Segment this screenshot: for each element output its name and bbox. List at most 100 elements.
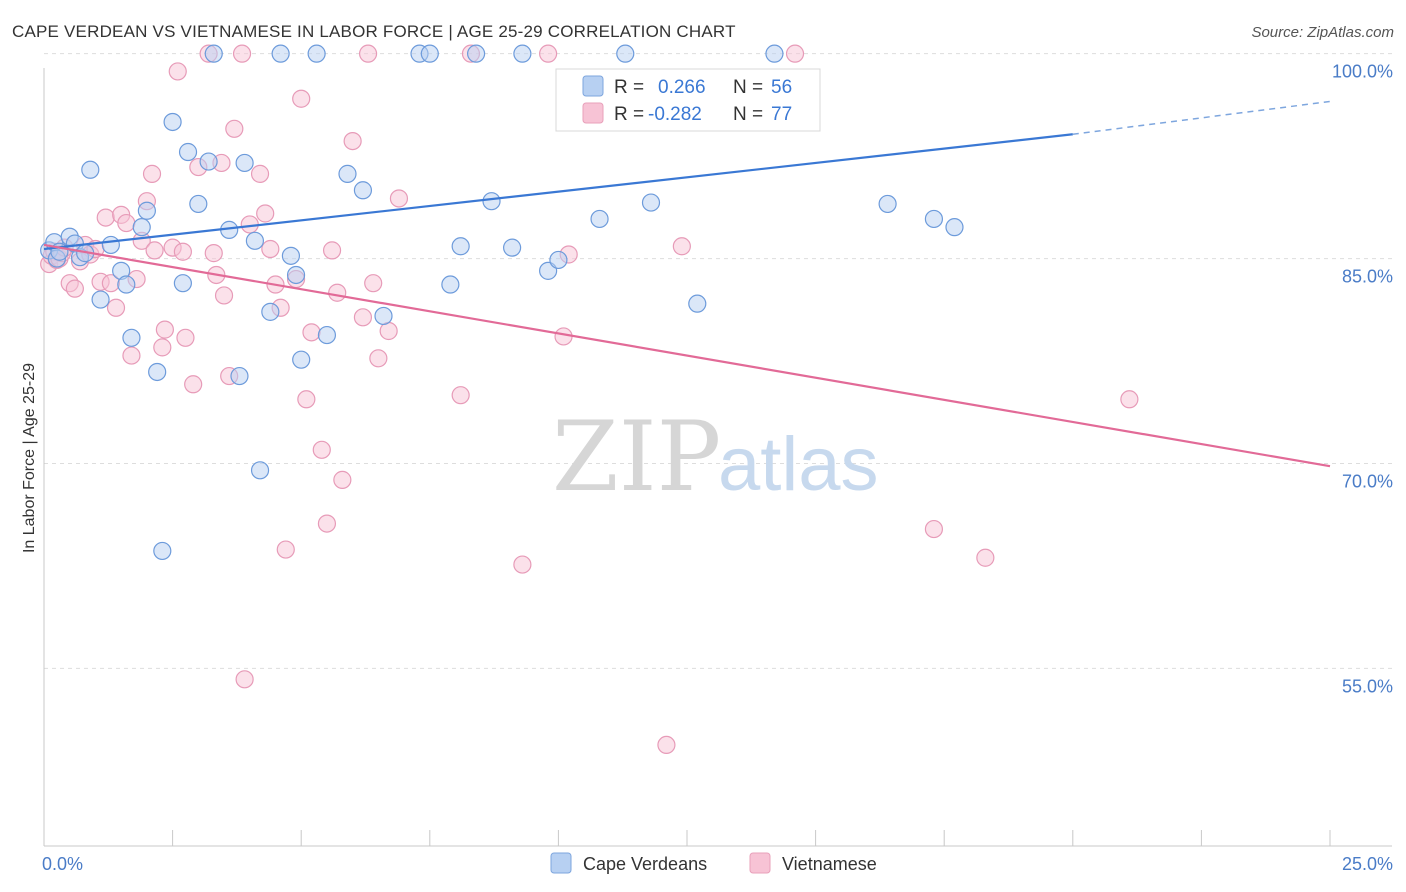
legend-blue-swatch (582, 75, 604, 97)
data-point (122, 346, 141, 365)
data-point (451, 237, 470, 256)
data-point (250, 164, 270, 183)
legend-pink-r-value: -0.282 (648, 104, 702, 125)
x-tick-label-start: 0.0% (42, 854, 83, 874)
data-point (261, 239, 280, 259)
data-point (503, 238, 522, 257)
gridlines (44, 53, 1392, 669)
data-point (389, 189, 409, 208)
data-point (91, 290, 110, 309)
data-point (616, 44, 635, 63)
data-point (204, 244, 223, 263)
data-point (657, 735, 676, 755)
data-point (513, 555, 532, 574)
data-point (338, 164, 357, 183)
axes (43, 68, 1392, 847)
data-point (549, 250, 568, 270)
data-point (232, 44, 252, 63)
data-point (539, 44, 558, 63)
data-point (374, 306, 393, 326)
data-point (173, 242, 192, 261)
data-point (256, 204, 275, 223)
data-point (688, 294, 707, 313)
trend-line-cape-verdeans (43, 133, 1073, 251)
y-tick-label: 70.0% (1342, 471, 1393, 491)
data-point (230, 366, 249, 386)
legend-pink-swatch (582, 102, 604, 124)
data-point (353, 181, 373, 200)
data-point (163, 112, 182, 132)
data-point (96, 208, 115, 227)
data-point (176, 328, 195, 347)
data-point (225, 119, 244, 138)
data-point (364, 274, 383, 293)
data-point (513, 44, 532, 63)
data-point (81, 160, 100, 179)
data-point (199, 152, 218, 171)
data-point (286, 265, 306, 285)
x-tick-label-end: 25.0% (1342, 854, 1393, 874)
data-point (281, 246, 301, 265)
data-point (148, 362, 167, 382)
data-point (785, 44, 805, 63)
data-point (441, 275, 460, 294)
data-point (924, 209, 944, 229)
watermark-zip: ZIP (552, 401, 721, 513)
data-point (317, 325, 337, 345)
data-point (101, 235, 120, 255)
legend-pink-n-value: 77 (771, 104, 792, 125)
data-point (328, 283, 347, 302)
data-point (250, 461, 270, 480)
data-point (976, 548, 995, 567)
data-point (590, 209, 609, 229)
data-point (482, 192, 501, 211)
legend-blue-r-value: 0.266 (658, 77, 706, 98)
data-point (117, 213, 136, 233)
source-credit: Source: ZipAtlas.com (1251, 24, 1394, 41)
data-point (641, 193, 661, 212)
data-point (245, 231, 265, 250)
trend-lines (43, 100, 1331, 468)
data-point (302, 323, 321, 342)
chart-title: CAPE VERDEAN VS VIETNAMESE IN LABOR FORC… (12, 22, 736, 41)
data-point (276, 540, 295, 559)
data-point (155, 320, 174, 339)
legend-blue-n-value: 56 (771, 77, 792, 98)
data-point (153, 338, 172, 357)
legend-cape-verdeans-label: Cape Verdeans (583, 854, 707, 874)
data-point (317, 514, 337, 533)
data-point (307, 44, 326, 63)
legend-blue-r-label: R = (614, 77, 644, 98)
stats-legend: R = 0.266 N = 56 R = -0.282 N = 77 (555, 68, 821, 132)
data-point (369, 349, 388, 368)
trend-line-cape-verdeans-extension (1072, 100, 1331, 136)
data-point (65, 279, 84, 298)
legend-pink-n-label: N = (733, 104, 763, 125)
data-point (466, 44, 486, 63)
data-point (106, 298, 126, 317)
legend-pink-r-label: R = (614, 104, 644, 125)
data-point (184, 375, 203, 394)
data-point (333, 470, 352, 489)
y-axis-label: In Labor Force | Age 25-29 (21, 363, 38, 553)
data-point (178, 142, 198, 162)
trend-line-vietnamese (43, 243, 1331, 468)
data-point (204, 44, 223, 63)
data-point (292, 89, 311, 108)
x-tick-labels: 0.0% 25.0% (42, 854, 1393, 874)
data-point (261, 302, 280, 321)
series-vietnamese-points (40, 44, 1139, 755)
series-legend: Cape Verdeans Vietnamese (550, 852, 877, 874)
data-point (153, 541, 172, 561)
data-point (343, 131, 362, 151)
data-point (214, 286, 234, 305)
data-point (142, 164, 162, 183)
data-point (924, 519, 944, 539)
legend-blue-n-label: N = (733, 77, 763, 98)
data-point (173, 274, 192, 293)
data-point (235, 153, 254, 173)
legend-vietnamese-swatch (749, 852, 771, 874)
legend-vietnamese-label: Vietnamese (782, 854, 877, 874)
data-point (358, 44, 378, 63)
data-point (137, 201, 156, 220)
